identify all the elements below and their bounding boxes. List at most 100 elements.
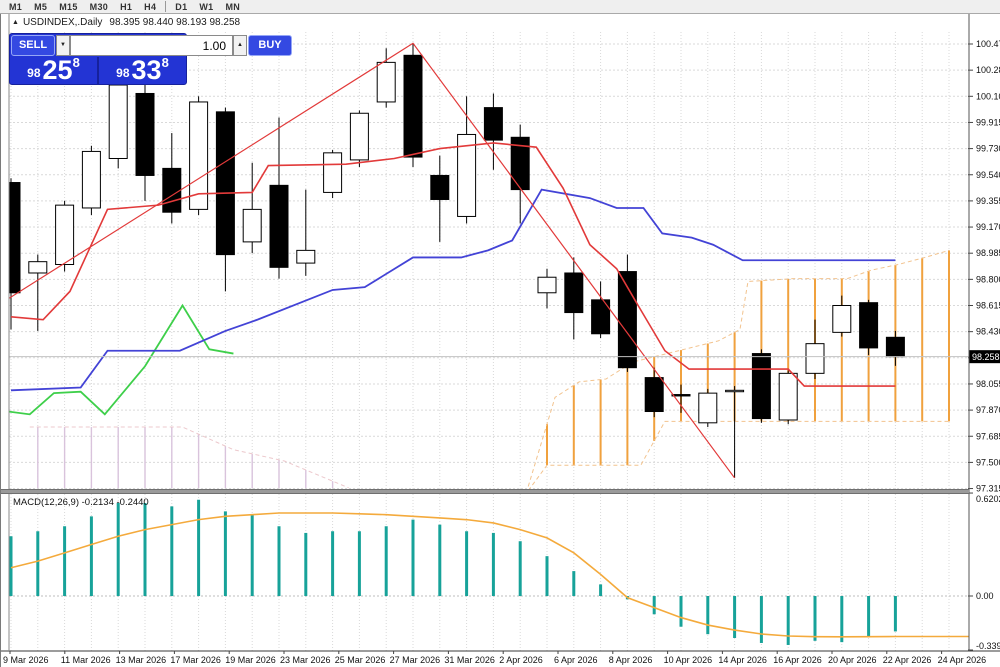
svg-text:100.100: 100.100 <box>976 91 1000 101</box>
svg-text:99.540: 99.540 <box>976 170 1000 180</box>
axes-layer[interactable]: 100.470 100.285 100.100 99.915 99.730 99.540 9… <box>1 14 1000 665</box>
candle <box>832 304 852 333</box>
svg-text:0.6202: 0.6202 <box>976 494 1000 504</box>
candle <box>671 394 691 397</box>
macd-pane[interactable]: MACD(12,26,9) -0.2134 -0.2440 <box>9 494 969 651</box>
tf-button-h1[interactable]: H1 <box>120 1 133 12</box>
tf-button-w1[interactable]: W1 <box>199 1 214 12</box>
svg-text:98.800: 98.800 <box>976 274 1000 284</box>
svg-text:100.285: 100.285 <box>976 65 1000 75</box>
candle <box>751 353 771 420</box>
volume-increase-button[interactable]: ▲ <box>233 35 247 56</box>
svg-text:9 Mar 2026: 9 Mar 2026 <box>3 655 49 665</box>
svg-text:-0.3391: -0.3391 <box>976 641 1000 651</box>
tf-button-m1[interactable]: M1 <box>9 1 23 12</box>
svg-text:98.055: 98.055 <box>976 379 1000 389</box>
buy-price-main: 33 <box>131 55 162 85</box>
svg-text:99.355: 99.355 <box>976 196 1000 206</box>
ohlc-values: 98.395 98.440 98.193 98.258 <box>109 17 241 28</box>
svg-text:0.00: 0.00 <box>976 591 994 601</box>
main-price-pane[interactable] <box>1 32 969 491</box>
tf-button-m15[interactable]: M15 <box>59 1 78 12</box>
svg-text:99.915: 99.915 <box>976 117 1000 127</box>
candle <box>162 167 182 213</box>
svg-text:13 Mar 2026: 13 Mar 2026 <box>116 655 167 665</box>
svg-text:11 Mar 2026: 11 Mar 2026 <box>61 655 111 665</box>
svg-text:10 Apr 2026: 10 Apr 2026 <box>664 655 713 665</box>
svg-text:23 Mar 2026: 23 Mar 2026 <box>280 655 331 665</box>
svg-text:17 Mar 2026: 17 Mar 2026 <box>170 655 221 665</box>
candle <box>644 377 664 413</box>
candle <box>323 152 343 193</box>
svg-text:97.870: 97.870 <box>976 405 1000 415</box>
svg-text:98.258: 98.258 <box>972 352 1000 362</box>
tf-button-m30[interactable]: M30 <box>89 1 109 12</box>
chart-canvas[interactable]: MACD(12,26,9) -0.2134 -0.2440100.470100.… <box>1 14 1000 667</box>
sell-button[interactable]: SELL <box>11 35 55 56</box>
sell-price-main: 25 <box>42 55 73 85</box>
svg-text:16 Apr 2026: 16 Apr 2026 <box>773 655 822 665</box>
buy-button[interactable]: BUY <box>248 35 292 56</box>
sell-price-display[interactable]: 98 25 8 <box>10 55 99 85</box>
candle <box>296 249 316 264</box>
tf-button-h4[interactable]: H4 <box>144 1 157 12</box>
candle <box>108 84 128 159</box>
buy-price-prefix: 98 <box>116 66 130 80</box>
svg-text:97.500: 97.500 <box>976 457 1000 467</box>
svg-text:24 Apr 2026: 24 Apr 2026 <box>938 655 987 665</box>
candle <box>81 150 101 209</box>
one-click-trading-panel: SELL ▼ ▲ BUY 98 25 8 98 33 <box>9 33 292 85</box>
svg-text:20 Apr 2026: 20 Apr 2026 <box>828 655 877 665</box>
chart-header: ▲ USDINDEX,.Daily 98.395 98.440 98.193 98.… <box>12 17 240 28</box>
date-axis[interactable]: 9 Mar 2026 11 Mar 2026 13 Mar 2026 17 Mar 2… <box>1 650 1000 665</box>
candle <box>510 136 530 191</box>
sell-price-prefix: 98 <box>27 66 41 80</box>
candle <box>725 389 745 393</box>
svg-text:2 Apr 2026: 2 Apr 2026 <box>499 655 543 665</box>
svg-text:MACD(12,26,9) -0.2134 -0.2440: MACD(12,26,9) -0.2134 -0.2440 <box>13 497 149 508</box>
candle <box>9 182 21 294</box>
timeframe-toolbar: M1 M5 M15 M30 H1 H4 D1 W1 MN <box>0 0 1000 14</box>
candle <box>376 61 396 103</box>
svg-text:97.315: 97.315 <box>976 484 1000 494</box>
price-axis[interactable]: 100.470 100.285 100.100 99.915 99.730 99.540 9… <box>968 39 1000 494</box>
candle <box>537 276 557 294</box>
svg-text:31 Mar 2026: 31 Mar 2026 <box>444 655 495 665</box>
tf-button-mn[interactable]: MN <box>225 1 241 12</box>
collapse-marker-icon[interactable]: ▲ <box>12 19 19 26</box>
candle <box>28 261 48 274</box>
candle <box>859 302 879 349</box>
volume-input[interactable] <box>70 35 233 56</box>
volume-decrease-button[interactable]: ▼ <box>56 35 70 56</box>
macd-axis[interactable]: 0.6202 0.00 -0.3391 <box>968 492 1000 651</box>
candle <box>885 336 905 358</box>
symbol-period-label: USDINDEX,.Daily <box>22 17 103 28</box>
candle <box>698 392 718 424</box>
current-price-badge <box>968 350 1000 364</box>
tf-button-m5[interactable]: M5 <box>34 1 48 12</box>
chart-window: MACD(12,26,9) -0.2134 -0.2440100.470100.… <box>0 14 1000 667</box>
svg-text:27 Mar 2026: 27 Mar 2026 <box>390 655 441 665</box>
svg-text:6 Apr 2026: 6 Apr 2026 <box>554 655 598 665</box>
svg-text:99.730: 99.730 <box>976 144 1000 154</box>
svg-text:97.685: 97.685 <box>976 431 1000 441</box>
svg-text:14 Apr 2026: 14 Apr 2026 <box>718 655 767 665</box>
candle <box>457 133 477 217</box>
arrow-down-icon: ▼ <box>60 42 66 48</box>
svg-text:98.985: 98.985 <box>976 248 1000 258</box>
candle <box>349 112 369 161</box>
candle <box>135 92 155 176</box>
tf-button-d1[interactable]: D1 <box>175 1 188 12</box>
candle <box>269 184 289 268</box>
pane-splitter[interactable] <box>1 489 969 494</box>
toolbar-separator <box>165 1 167 12</box>
svg-text:99.170: 99.170 <box>976 222 1000 232</box>
candle <box>55 204 75 266</box>
candle <box>430 174 450 200</box>
svg-text:22 Apr 2026: 22 Apr 2026 <box>883 655 932 665</box>
buy-price-display[interactable]: 98 33 8 <box>99 55 186 85</box>
arrow-up-icon: ▲ <box>237 42 243 48</box>
buy-price-pip: 8 <box>161 55 169 70</box>
candle <box>215 111 235 256</box>
